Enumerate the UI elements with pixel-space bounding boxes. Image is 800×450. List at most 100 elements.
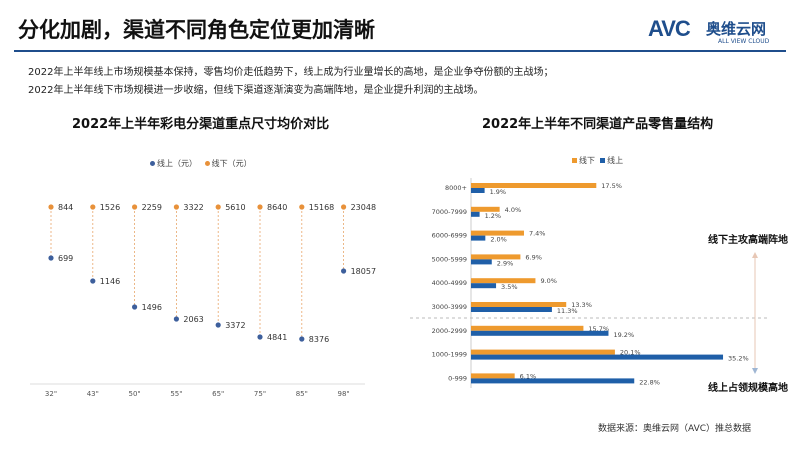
online-value: 22.8%	[639, 378, 660, 386]
offline-point	[48, 204, 54, 210]
y-tick-label: 6000-6999	[432, 232, 467, 240]
offline-point	[173, 204, 179, 210]
offline-label: 3322	[183, 203, 203, 212]
x-tick-label: 85"	[296, 390, 308, 398]
online-value: 1.2%	[485, 212, 502, 220]
online-bar	[471, 211, 480, 217]
arrow-up-icon	[752, 252, 758, 258]
online-point	[48, 255, 54, 261]
online-point	[257, 334, 263, 340]
offline-bar	[471, 302, 567, 307]
y-tick-label: 8000+	[445, 184, 467, 192]
online-value: 3.5%	[501, 283, 518, 291]
offline-value: 20.1%	[620, 349, 641, 357]
online-value: 35.2%	[728, 355, 749, 363]
online-label: 1146	[100, 277, 120, 286]
arrow-down-icon	[752, 368, 758, 374]
left-chart-legend: 线上（元） 线下（元）	[150, 158, 252, 169]
offline-label: 844	[58, 203, 73, 212]
right-chart: 8000+ 17.5% 1.9% 7000-7999 4.0%1.2% 6000-6999…	[410, 178, 770, 388]
y-tick-label: 4000-4999	[432, 279, 467, 287]
online-bar	[471, 283, 497, 289]
y-tick-label: 2000-2999	[432, 327, 467, 335]
offline-value: 7.4%	[529, 230, 546, 238]
online-point	[90, 278, 96, 284]
logo-en: ALL VIEW CLOUD	[718, 38, 770, 45]
legend-online-marker	[600, 158, 606, 163]
x-tick-label: 98"	[338, 390, 350, 398]
offline-bar	[471, 278, 536, 284]
annotation-online: 线上占领规模高地	[708, 383, 788, 394]
online-bar	[471, 259, 492, 265]
online-bar	[471, 188, 485, 193]
y-tick-label: 7000-7999	[432, 208, 467, 216]
online-bar	[471, 330, 609, 336]
online-point	[299, 336, 305, 342]
legend-offline-marker	[204, 161, 210, 166]
offline-value: 6.1%	[520, 372, 537, 380]
title-divider	[14, 50, 786, 52]
offline-value: 4.0%	[505, 206, 522, 214]
right-chart-legend: 线下 线上	[572, 155, 623, 166]
offline-label: 23048	[351, 203, 376, 212]
online-value: 1.9%	[490, 188, 507, 196]
online-label: 2063	[183, 315, 203, 324]
online-point	[173, 316, 179, 322]
offline-label: 1526	[100, 203, 120, 212]
online-bar	[471, 307, 552, 312]
online-value: 11.3%	[557, 307, 578, 315]
offline-value: 15.7%	[588, 325, 609, 333]
offline-point	[299, 204, 305, 210]
x-tick-label: 50"	[129, 390, 141, 398]
offline-bar	[471, 230, 524, 236]
avc-logo: AVC 奥维云网 ALL VIEW CLOUD	[640, 14, 790, 48]
right-chart-title: 2022年上半年不同渠道产品零售量结构	[482, 117, 714, 132]
online-point	[215, 322, 221, 328]
legend-online: 线上	[607, 156, 624, 165]
online-label: 4841	[267, 333, 287, 342]
offline-label: 2259	[142, 203, 162, 212]
online-label: 3372	[225, 321, 245, 330]
online-value: 19.2%	[613, 331, 634, 339]
left-chart-title: 2022年上半年彩电分渠道重点尺寸均价对比	[72, 117, 330, 132]
x-tick-label: 65"	[212, 390, 224, 398]
offline-point	[257, 204, 263, 210]
offline-value: 13.3%	[571, 301, 592, 309]
left-chart: 844 699 32" 1526 1146 43" 2259 1496 50" 3322 2063 5…	[30, 203, 376, 398]
offline-label: 15168	[309, 203, 334, 212]
legend-online-marker	[150, 161, 155, 166]
legend-online: 线上（元）	[157, 159, 197, 168]
offline-point	[341, 204, 347, 210]
offline-point	[90, 204, 96, 210]
annotation-offline: 线下主攻高端阵地	[708, 235, 788, 246]
online-bar	[471, 354, 724, 360]
y-tick-label: 3000-3999	[432, 303, 467, 311]
online-bar	[471, 378, 635, 384]
offline-point	[132, 204, 138, 210]
online-label: 699	[58, 254, 73, 263]
x-tick-label: 43"	[87, 390, 99, 398]
y-tick-label: 0-999	[448, 374, 467, 382]
page-title: 分化加剧，渠道不同角色定位更加清晰	[18, 18, 375, 42]
offline-bar	[471, 254, 521, 260]
online-value: 2.9%	[497, 259, 514, 267]
description-line-1: 2022年上半年线上市场规模基本保持，零售均价走低趋势下，线上成为行业量增长的高…	[28, 67, 554, 78]
x-tick-label: 75"	[254, 390, 266, 398]
description-line-2: 2022年上半年线下市场规模进一步收缩，但线下渠道逐渐演变为高端阵地，是企业提升…	[28, 85, 484, 96]
y-tick-label: 1000-1999	[432, 351, 467, 359]
x-tick-label: 55"	[170, 390, 182, 398]
legend-offline-marker	[572, 158, 577, 163]
offline-value: 6.9%	[525, 253, 542, 261]
online-label: 1496	[142, 303, 162, 312]
offline-bar	[471, 183, 597, 188]
data-source: 数据来源：奥维云网（AVC）推总数据	[598, 424, 752, 434]
offline-bar	[471, 206, 500, 212]
offline-bar	[471, 325, 584, 331]
offline-bar	[471, 373, 515, 379]
offline-label: 8640	[267, 203, 287, 212]
legend-offline: 线下（元）	[211, 159, 252, 168]
y-tick-label: 5000-5999	[432, 255, 467, 263]
x-tick-label: 32"	[45, 390, 57, 398]
offline-bar	[471, 349, 615, 355]
